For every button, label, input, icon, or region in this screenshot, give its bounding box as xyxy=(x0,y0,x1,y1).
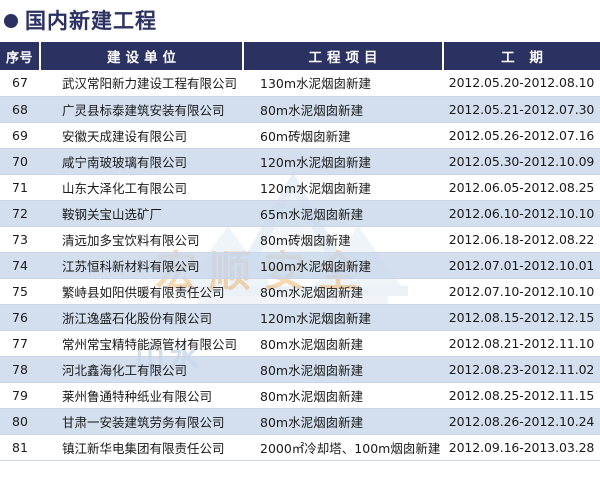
table-row: 79 莱州鲁通特种纸业有限公司 80m水泥烟囱新建 2012.08.25-2012.1… xyxy=(0,382,600,409)
row-project: 80m水泥烟囱新建 xyxy=(243,356,443,383)
row-index: 75 xyxy=(0,278,40,305)
bullet-icon xyxy=(4,14,18,28)
table-row: 74 江苏恒科新材料有限公司 100m水泥烟囱新建 2012.07.01-2012.1… xyxy=(0,252,600,279)
row-unit: 河北鑫海化工有限公司 xyxy=(40,356,243,383)
table-row: 80 甘肃一安装建筑劳务有限公司 80m水泥烟囱新建 2012.08.26-2012.… xyxy=(0,408,600,435)
row-project: 80m水泥烟囱新建 xyxy=(243,408,443,435)
row-duration: 2012.08.26-2012.10.24 xyxy=(443,408,600,435)
page-title-text: 国内新建工程 xyxy=(25,8,157,33)
row-unit: 安徽天成建设有限公司 xyxy=(40,122,243,149)
projects-table: 序号 建设单位 工程项目 工 期 67 武汉常阳新力建设工程有限公司 130m水泥烟… xyxy=(0,42,600,461)
row-project: 120m水泥烟囱新建 xyxy=(243,174,443,201)
row-unit: 浙江逸盛石化股份有限公司 xyxy=(40,304,243,331)
row-unit: 甘肃一安装建筑劳务有限公司 xyxy=(40,408,243,435)
table-row: 81 镇江新华电集团有限责任公司 2000㎡冷却塔、100m烟囱新建 2012.09.… xyxy=(0,434,600,461)
row-index: 73 xyxy=(0,226,40,253)
row-index: 77 xyxy=(0,330,40,357)
row-duration: 2012.05.21-2012.07.30 xyxy=(443,96,600,123)
row-index: 72 xyxy=(0,200,40,227)
row-project: 2000㎡冷却塔、100m烟囱新建 xyxy=(243,434,443,461)
row-duration: 2012.09.16-2013.03.28 xyxy=(443,434,600,461)
row-index: 70 xyxy=(0,148,40,175)
row-duration: 2012.05.20-2012.08.10 xyxy=(443,70,600,97)
column-header-index: 序号 xyxy=(0,42,41,70)
table-row: 68 广灵县标泰建筑安装有限公司 80m水泥烟囱新建 2012.05.21-2012.… xyxy=(0,96,600,123)
row-duration: 2012.08.23-2012.11.02 xyxy=(443,356,600,383)
row-index: 69 xyxy=(0,122,40,149)
row-project: 130m水泥烟囱新建 xyxy=(243,70,443,97)
row-unit: 江苏恒科新材料有限公司 xyxy=(40,252,243,279)
row-duration: 2012.06.18-2012.08.22 xyxy=(443,226,600,253)
row-duration: 2012.08.25-2012.11.15 xyxy=(443,382,600,409)
row-index: 68 xyxy=(0,96,40,123)
table-header: 序号 建设单位 工程项目 工 期 xyxy=(0,42,600,70)
column-header-unit: 建设单位 xyxy=(40,42,244,70)
row-unit: 莱州鲁通特种纸业有限公司 xyxy=(40,382,243,409)
row-index: 79 xyxy=(0,382,40,409)
page-title: 国内新建工程 xyxy=(0,0,600,42)
row-project: 80m水泥烟囱新建 xyxy=(243,96,443,123)
table-row: 72 鞍钢关宝山选矿厂 65m水泥烟囱新建 2012.06.10-2012.10.10 xyxy=(0,200,600,227)
table-row: 77 常州常宝精特能源管材有限公司 80m水泥烟囱新建 2012.08.21-2012… xyxy=(0,330,600,357)
row-duration: 2012.06.10-2012.10.10 xyxy=(443,200,600,227)
table-body: 67 武汉常阳新力建设工程有限公司 130m水泥烟囱新建 2012.05.20-201… xyxy=(0,70,600,461)
table-row: 71 山东大泽化工有限公司 120m水泥烟囱新建 2012.06.05-2012.08… xyxy=(0,174,600,201)
row-unit: 咸宁南玻玻璃有限公司 xyxy=(40,148,243,175)
table-header-row: 序号 建设单位 工程项目 工 期 xyxy=(0,42,600,70)
row-project: 65m水泥烟囱新建 xyxy=(243,200,443,227)
row-index: 74 xyxy=(0,252,40,279)
table-row: 73 清远加多宝饮料有限公司 80m砖烟囱新建 2012.06.18-2012.08.… xyxy=(0,226,600,253)
row-index: 81 xyxy=(0,434,40,461)
row-project: 80m水泥烟囱新建 xyxy=(243,382,443,409)
row-index: 67 xyxy=(0,70,40,97)
table-row: 75 繁峙县如阳供暖有限责任公司 80m水泥烟囱新建 2012.07.10-2012.… xyxy=(0,278,600,305)
row-unit: 鞍钢关宝山选矿厂 xyxy=(40,200,243,227)
table-row: 76 浙江逸盛石化股份有限公司 120m水泥烟囱新建 2012.08.15-2012.… xyxy=(0,304,600,331)
row-index: 78 xyxy=(0,356,40,383)
table-row: 67 武汉常阳新力建设工程有限公司 130m水泥烟囱新建 2012.05.20-201… xyxy=(0,70,600,97)
row-project: 100m水泥烟囱新建 xyxy=(243,252,443,279)
row-project: 120m水泥烟囱新建 xyxy=(243,304,443,331)
row-unit: 清远加多宝饮料有限公司 xyxy=(40,226,243,253)
table-row: 78 河北鑫海化工有限公司 80m水泥烟囱新建 2012.08.23-2012.11.… xyxy=(0,356,600,383)
row-unit: 繁峙县如阳供暖有限责任公司 xyxy=(40,278,243,305)
row-project: 80m水泥烟囱新建 xyxy=(243,330,443,357)
row-unit: 武汉常阳新力建设工程有限公司 xyxy=(40,70,243,97)
row-duration: 2012.05.30-2012.10.09 xyxy=(443,148,600,175)
row-duration: 2012.06.05-2012.08.25 xyxy=(443,174,600,201)
table-row: 69 安徽天成建设有限公司 60m砖烟囱新建 2012.05.26-2012.07.1… xyxy=(0,122,600,149)
row-index: 71 xyxy=(0,174,40,201)
row-project: 80m水泥烟囱新建 xyxy=(243,278,443,305)
row-index: 80 xyxy=(0,408,40,435)
row-project: 80m砖烟囱新建 xyxy=(243,226,443,253)
projects-table-wrapper: 序号 建设单位 工程项目 工 期 67 武汉常阳新力建设工程有限公司 130m水泥烟… xyxy=(0,42,600,461)
row-duration: 2012.08.15-2012.12.15 xyxy=(443,304,600,331)
row-duration: 2012.05.26-2012.07.16 xyxy=(443,122,600,149)
row-index: 76 xyxy=(0,304,40,331)
column-header-project: 工程项目 xyxy=(243,42,444,70)
row-unit: 常州常宝精特能源管材有限公司 xyxy=(40,330,243,357)
row-unit: 镇江新华电集团有限责任公司 xyxy=(40,434,243,461)
row-project: 60m砖烟囱新建 xyxy=(243,122,443,149)
column-header-duration: 工 期 xyxy=(443,42,600,70)
row-unit: 山东大泽化工有限公司 xyxy=(40,174,243,201)
table-row: 70 咸宁南玻玻璃有限公司 120m水泥烟囱新建 2012.05.30-2012.10… xyxy=(0,148,600,175)
row-duration: 2012.07.10-2012.10.10 xyxy=(443,278,600,305)
row-unit: 广灵县标泰建筑安装有限公司 xyxy=(40,96,243,123)
row-project: 120m水泥烟囱新建 xyxy=(243,148,443,175)
row-duration: 2012.07.01-2012.10.01 xyxy=(443,252,600,279)
row-duration: 2012.08.21-2012.11.10 xyxy=(443,330,600,357)
